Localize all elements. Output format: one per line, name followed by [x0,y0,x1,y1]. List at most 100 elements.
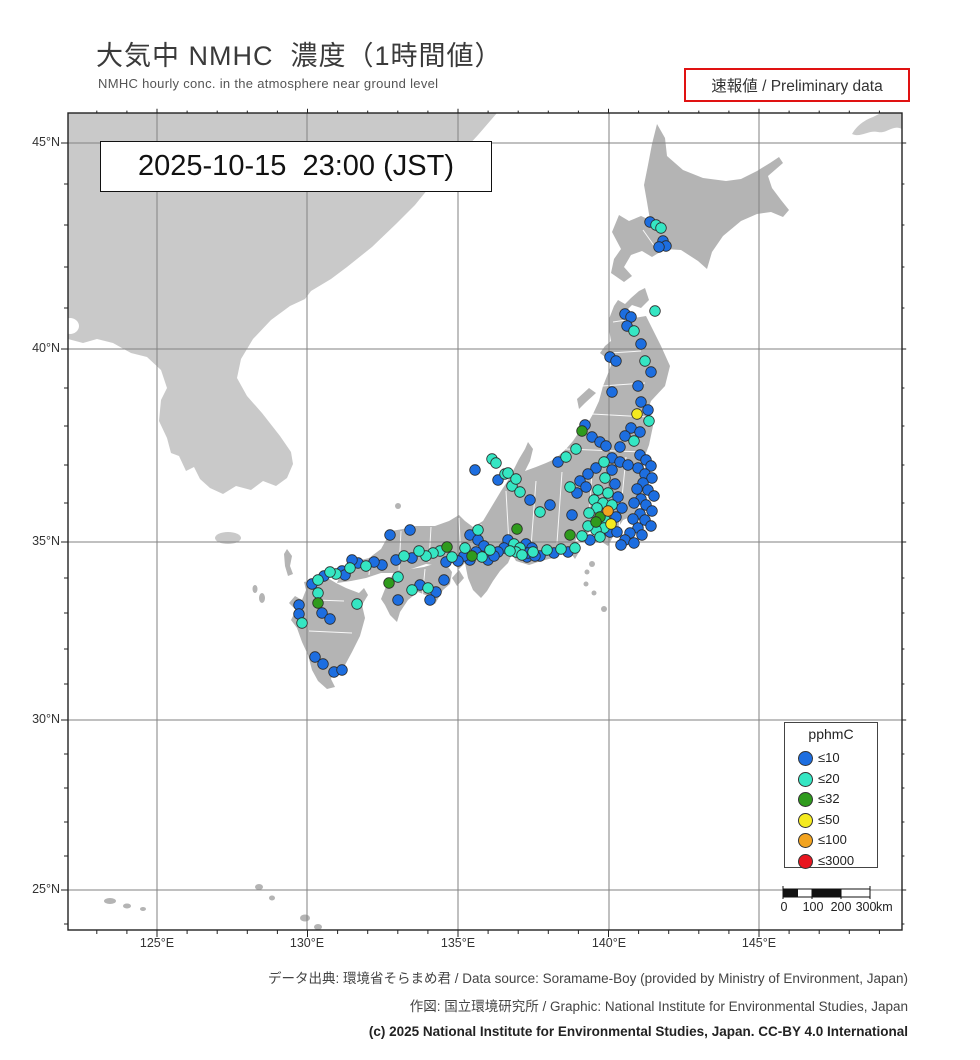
copyright-line: (c) 2025 National Institute for Environm… [368,1024,908,1039]
legend-row: ≤100 [785,829,877,850]
station-point [627,513,639,525]
station-point [649,305,661,317]
station-point [544,499,556,511]
station-point [645,366,657,378]
station-point [592,484,604,496]
station-point [384,529,396,541]
station-point [404,524,416,536]
legend-color-dot [798,771,813,787]
station-point [516,549,528,561]
station-point [324,566,336,578]
station-point [653,241,665,253]
lat-tick-label: 35°N [32,534,60,548]
scale-bar-distance-label: 200 [830,900,852,914]
station-point [383,577,395,589]
legend-color-dot [798,833,813,848]
station-point [645,460,657,472]
legend-threshold-label: ≤100 [818,832,847,847]
station-point [344,562,356,574]
station-point [646,505,658,517]
station-point [484,544,496,556]
station-point [594,531,606,543]
station-point [560,451,572,463]
station-point [609,478,621,490]
station-point [655,222,667,234]
station-point [351,598,363,610]
legend-threshold-label: ≤10 [818,750,840,765]
legend-title: pphmC [808,726,854,742]
station-point [576,530,588,542]
station-point [524,494,536,506]
lon-tick-label: 125°E [139,936,175,950]
station-point [398,550,410,562]
station-point [631,408,643,420]
station-point [622,459,634,471]
station-point [606,464,618,476]
station-point [312,597,324,609]
legend-row: ≤3000 [785,850,877,871]
timestamp-box: 2025-10-15 23:00 (JST) [100,141,492,192]
station-point [631,483,643,495]
station-point [316,607,328,619]
station-point [490,457,502,469]
preliminary-data-badge: 速報値 / Preliminary data [684,68,910,102]
station-point [628,497,640,509]
lon-tick-label: 145°E [741,936,777,950]
station-point [392,571,404,583]
station-points-layer [293,216,672,678]
station-point [583,507,595,519]
station-point [502,467,514,479]
station-point [615,539,627,551]
station-point [406,584,418,596]
station-point [602,487,614,499]
station-point [336,664,348,676]
station-point [360,560,372,572]
station-point [646,472,658,484]
station-point [602,505,614,517]
station-point [569,542,581,554]
legend-color-dot [798,812,813,828]
station-point [590,516,602,528]
hokkaido-island [611,124,789,282]
graphic-credit: 作図: 国立環境研究所 / Graphic: National Institut… [409,999,908,1014]
station-point [317,658,329,670]
station-point [636,529,648,541]
lat-tick-label: 40°N [32,341,60,355]
page-subtitle: NMHC hourly conc. in the atmosphere near… [98,76,439,91]
map-frame [67,112,903,931]
legend-color-dot [798,751,813,766]
station-point [628,435,640,447]
legend-row: ≤20 [785,768,877,789]
station-point [634,426,646,438]
station-point [590,462,602,474]
station-point [441,541,453,553]
station-point [610,355,622,367]
legend-row: ≤10 [785,747,877,768]
station-point [600,440,612,452]
legend-color-dot [798,853,813,869]
station-point [616,502,628,514]
station-point [598,456,610,468]
station-point [599,472,611,484]
lat-tick-label: 25°N [32,882,60,896]
asia-continent-landmass [68,113,497,494]
station-point [564,529,576,541]
station-point [611,526,623,538]
station-point [628,537,640,549]
station-point [628,325,640,337]
bohai-bay [68,318,79,334]
station-point [582,468,594,480]
scale-bar-unit: km [876,900,893,914]
legend-row: ≤32 [785,788,877,809]
station-point [324,613,336,625]
station-point [639,355,651,367]
station-point [469,464,481,476]
lat-tick-label: 45°N [32,135,60,149]
station-point [446,551,458,563]
lon-tick-label: 140°E [591,936,627,950]
station-point [438,574,450,586]
station-point [642,404,654,416]
station-point [413,545,425,557]
jeju-island [215,532,241,544]
